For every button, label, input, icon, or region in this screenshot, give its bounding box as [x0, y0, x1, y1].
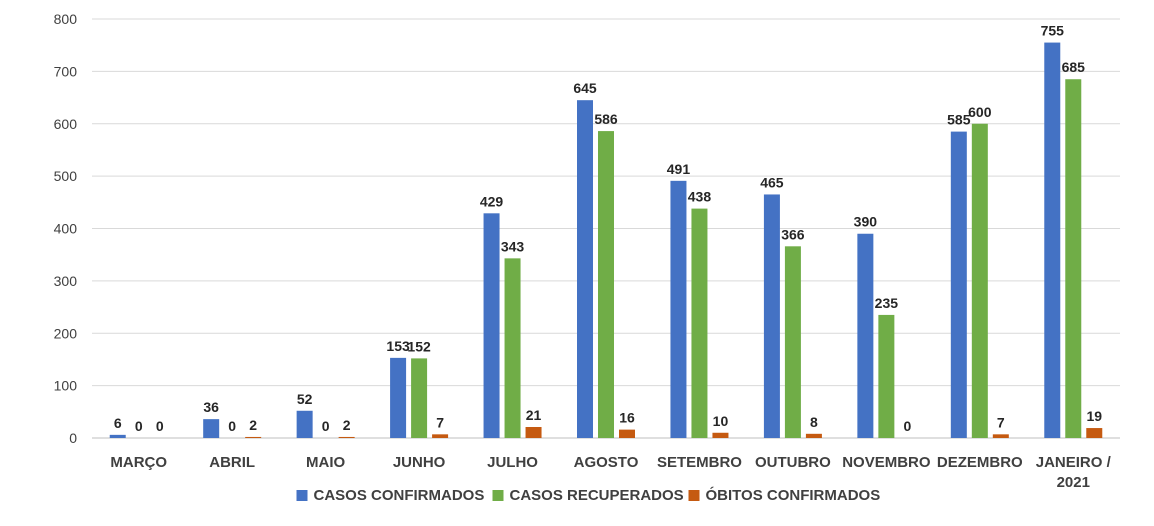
x-category-label: MARÇO	[110, 454, 167, 471]
bar-casos-confirmados-3	[390, 357, 407, 438]
legend-swatch	[296, 490, 308, 501]
data-label: 152	[407, 338, 431, 354]
x-category-label: SETEMBRO	[657, 454, 742, 471]
bar-casos-confirmados-0	[109, 434, 126, 438]
bar-casos-recuperados-4	[504, 258, 521, 438]
data-label: 390	[854, 214, 878, 230]
bar-casos-confirmados-7	[763, 194, 780, 438]
x-category-label: DEZEMBRO	[937, 454, 1023, 471]
bar-casos-confirmados-10	[1044, 42, 1061, 438]
data-label: 366	[781, 226, 805, 242]
data-label: 235	[875, 295, 899, 311]
bar--bitos-confirmados-4	[525, 427, 542, 438]
data-label: 153	[386, 338, 410, 354]
y-tick-label: 100	[54, 378, 78, 394]
data-label: 0	[903, 418, 911, 434]
x-category-label: AGOSTO	[574, 454, 639, 471]
data-label: 16	[619, 410, 635, 426]
x-category-label: NOVEMBRO	[842, 454, 931, 471]
bar-casos-confirmados-9	[950, 131, 967, 438]
x-category-label: OUTUBRO	[755, 454, 831, 471]
data-label: 755	[1041, 23, 1065, 39]
y-tick-label: 500	[54, 168, 78, 184]
data-label: 7	[436, 414, 444, 430]
bar-casos-recuperados-9	[971, 123, 988, 438]
y-tick-label: 600	[54, 116, 78, 132]
bar-casos-recuperados-6	[691, 208, 708, 438]
bar--bitos-confirmados-6	[712, 432, 729, 438]
data-label: 19	[1086, 408, 1102, 424]
bar--bitos-confirmados-7	[805, 433, 822, 438]
y-axis-ticks: 0 100 200 300 400 500 600 700 800	[54, 11, 78, 446]
data-label: 52	[297, 391, 313, 407]
bar-casos-recuperados-3	[411, 358, 428, 438]
y-tick-label: 0	[69, 430, 77, 446]
data-label: 586	[594, 111, 618, 127]
legend-swatch	[492, 490, 504, 501]
x-category-label: MAIO	[306, 454, 345, 471]
data-label: 0	[322, 418, 330, 434]
y-tick-label: 800	[54, 11, 78, 27]
data-label: 438	[688, 189, 712, 205]
bar--bitos-confirmados-9	[992, 434, 1009, 438]
data-label: 21	[526, 407, 542, 423]
x-axis-categories: MARÇO ABRIL MAIO JUNHO JULHO AGOSTO SETEMBRO OU…	[110, 454, 1111, 491]
bar-casos-recuperados-7	[784, 246, 801, 438]
data-label: 6	[114, 415, 122, 431]
data-label: 0	[228, 418, 236, 434]
bar-casos-confirmados-6	[670, 180, 687, 438]
legend: CASOS CONFIRMADOS CASOS RECUPERADOS ÓBITOS…	[296, 486, 881, 504]
data-label: 343	[501, 238, 525, 254]
bar-casos-recuperados-10	[1065, 79, 1082, 438]
data-label: 2	[343, 417, 351, 433]
y-tick-label: 700	[54, 63, 78, 79]
bar-casos-confirmados-1	[203, 419, 220, 438]
bar-casos-recuperados-5	[598, 131, 614, 438]
data-label: 600	[968, 104, 992, 120]
data-label: 465	[760, 174, 784, 190]
legend-label: CASOS CONFIRMADOS	[314, 487, 485, 504]
data-label: 2	[249, 417, 257, 433]
bar-casos-confirmados-4	[483, 213, 500, 438]
data-label: 36	[203, 399, 219, 415]
data-label: 8	[810, 414, 818, 430]
y-tick-label: 400	[54, 221, 78, 237]
data-label: 685	[1062, 59, 1086, 75]
y-tick-label: 300	[54, 273, 78, 289]
bar--bitos-confirmados-1	[245, 436, 262, 438]
bar--bitos-confirmados-5	[619, 429, 635, 438]
data-label: 429	[480, 193, 504, 209]
bar-casos-confirmados-2	[296, 410, 313, 438]
legend-label: ÓBITOS CONFIRMADOS	[706, 486, 881, 504]
bar--bitos-confirmados-2	[338, 436, 355, 438]
bar-casos-recuperados-8	[878, 314, 895, 438]
data-label: 0	[156, 418, 164, 434]
bar-casos-confirmados-8	[857, 233, 874, 438]
bar-casos-confirmados-5	[577, 100, 593, 439]
legend-label: CASOS RECUPERADOS	[510, 487, 684, 504]
data-label: 0	[135, 418, 143, 434]
data-label: 645	[573, 80, 597, 96]
bars	[109, 42, 1103, 439]
x-category-label: JUNHO	[393, 454, 446, 471]
bar--bitos-confirmados-3	[432, 434, 449, 438]
data-label: 10	[713, 413, 729, 429]
x-category-label: JULHO	[487, 454, 538, 471]
x-category-label: ABRIL	[209, 454, 255, 471]
x-category-label: JANEIRO /2021	[1036, 454, 1112, 491]
data-label: 491	[667, 161, 691, 177]
data-label: 585	[947, 112, 971, 128]
legend-swatch	[688, 490, 700, 501]
data-label: 7	[997, 414, 1005, 430]
bar--bitos-confirmados-10	[1086, 428, 1103, 438]
y-tick-label: 200	[54, 325, 78, 341]
